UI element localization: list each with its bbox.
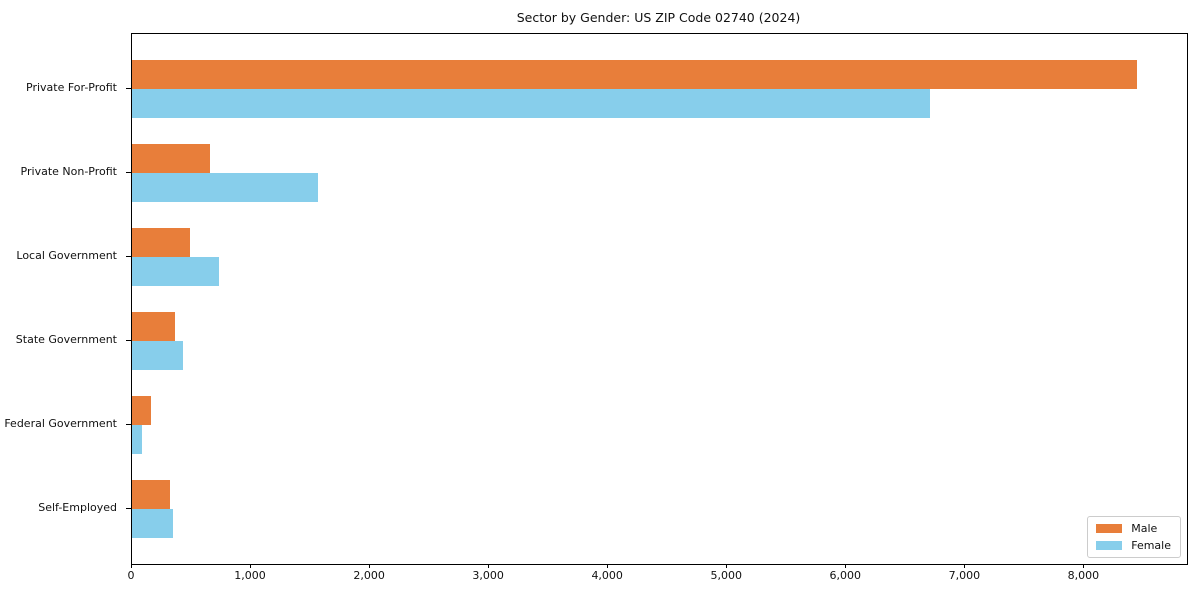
x-tick-label: 1,000 <box>234 569 266 582</box>
x-tick-label: 3,000 <box>472 569 504 582</box>
y-tick-label: Private For-Profit <box>26 81 117 95</box>
bar-female-5 <box>132 508 174 539</box>
x-tick-mark <box>964 564 966 568</box>
legend-entry-female: Female <box>1096 540 1171 551</box>
x-tick-label: 0 <box>127 569 135 582</box>
bar-female-0 <box>132 89 930 119</box>
legend-entry-male: Male <box>1096 523 1171 534</box>
x-tick-mark <box>131 564 132 568</box>
chart-title: Sector by Gender: US ZIP Code 02740 (202… <box>516 10 801 25</box>
x-tick-mark <box>488 564 490 568</box>
y-tick-label: State Government <box>15 332 117 346</box>
bar-male-0 <box>132 59 1137 89</box>
legend-label-female: Female <box>1131 539 1171 552</box>
y-tick-mark <box>126 172 131 173</box>
y-tick-label: Self-Employed <box>38 500 117 514</box>
y-tick-label: Federal Government <box>4 416 117 430</box>
y-tick-label: Local Government <box>16 249 117 262</box>
x-tick-mark <box>607 564 609 568</box>
x-tick-label: 7,000 <box>948 569 981 582</box>
y-tick-mark <box>126 256 131 257</box>
plot-area: Male Female <box>131 33 1188 565</box>
x-tick-mark <box>369 564 371 568</box>
legend: Male Female <box>1087 516 1181 558</box>
y-tick-mark <box>126 339 131 341</box>
y-axis-labels: Private For-Profit Private Non-Profit Loca… <box>0 33 124 563</box>
bar-female-1 <box>132 173 319 203</box>
bar-female-2 <box>132 257 219 287</box>
y-tick-mark <box>126 88 131 90</box>
female-color-swatch <box>1096 541 1123 550</box>
x-tick-label: 2,000 <box>353 569 385 582</box>
x-tick-mark <box>250 564 252 568</box>
male-color-swatch <box>1096 524 1123 533</box>
bar-male-3 <box>132 311 175 341</box>
bar-male-4 <box>132 395 152 425</box>
bar-male-2 <box>132 227 191 257</box>
bars-layer <box>132 34 1187 564</box>
bar-male-5 <box>132 479 171 509</box>
x-tick-label: 4,000 <box>591 569 623 582</box>
y-tick-label: Private Non-Profit <box>20 165 117 178</box>
y-tick-mark <box>126 423 131 425</box>
bar-male-1 <box>132 143 210 173</box>
y-tick-mark <box>126 507 131 509</box>
x-tick-label: 5,000 <box>710 569 742 582</box>
x-tick-mark <box>1083 564 1085 568</box>
x-tick-mark <box>726 564 728 568</box>
x-tick-mark <box>845 564 847 568</box>
bar-female-4 <box>132 424 142 455</box>
legend-label-male: Male <box>1131 522 1158 535</box>
x-tick-label: 8,000 <box>1067 569 1100 582</box>
bar-female-3 <box>132 340 184 371</box>
x-tick-label: 6,000 <box>829 569 862 582</box>
